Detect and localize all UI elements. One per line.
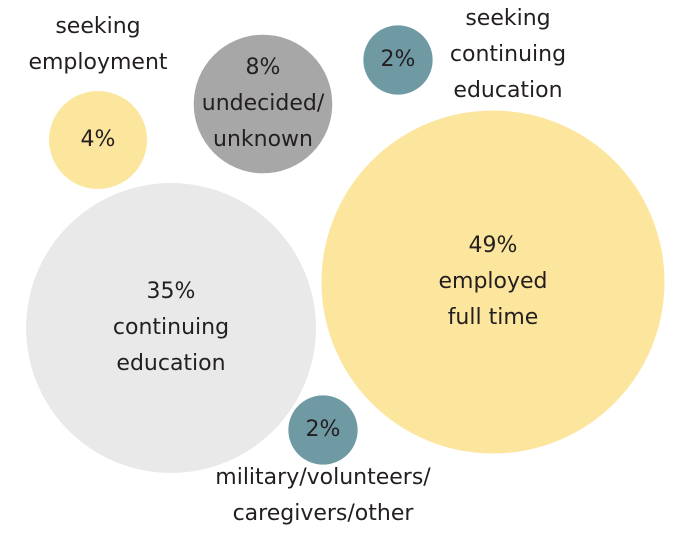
value-label: 8% bbox=[245, 55, 281, 80]
category-label: employed full time bbox=[438, 269, 548, 330]
bubble bbox=[193, 34, 333, 174]
value-label: 2% bbox=[380, 47, 416, 72]
bubble bbox=[49, 91, 147, 189]
category-label: seeking continuing education bbox=[449, 6, 567, 103]
bubble-label: 49% employed full time bbox=[438, 228, 547, 336]
bubble bbox=[321, 110, 665, 454]
bubble-label: 35% continuing education bbox=[113, 274, 229, 382]
bubble bbox=[288, 395, 358, 465]
category-label: undecided/ unknown bbox=[201, 91, 325, 152]
value-label: 49% bbox=[468, 233, 518, 258]
bubble bbox=[26, 183, 316, 473]
value-label: 4% bbox=[80, 127, 116, 152]
value-label: 35% bbox=[146, 279, 196, 304]
category-label: military/volunteers/ caregivers/other bbox=[215, 465, 431, 526]
category-label: continuing education bbox=[112, 315, 230, 376]
category-label: seeking employment bbox=[28, 14, 168, 75]
bubble bbox=[363, 25, 433, 95]
bubble-label: 8% undecided/ unknown bbox=[202, 50, 324, 158]
value-label: 2% bbox=[305, 417, 341, 442]
